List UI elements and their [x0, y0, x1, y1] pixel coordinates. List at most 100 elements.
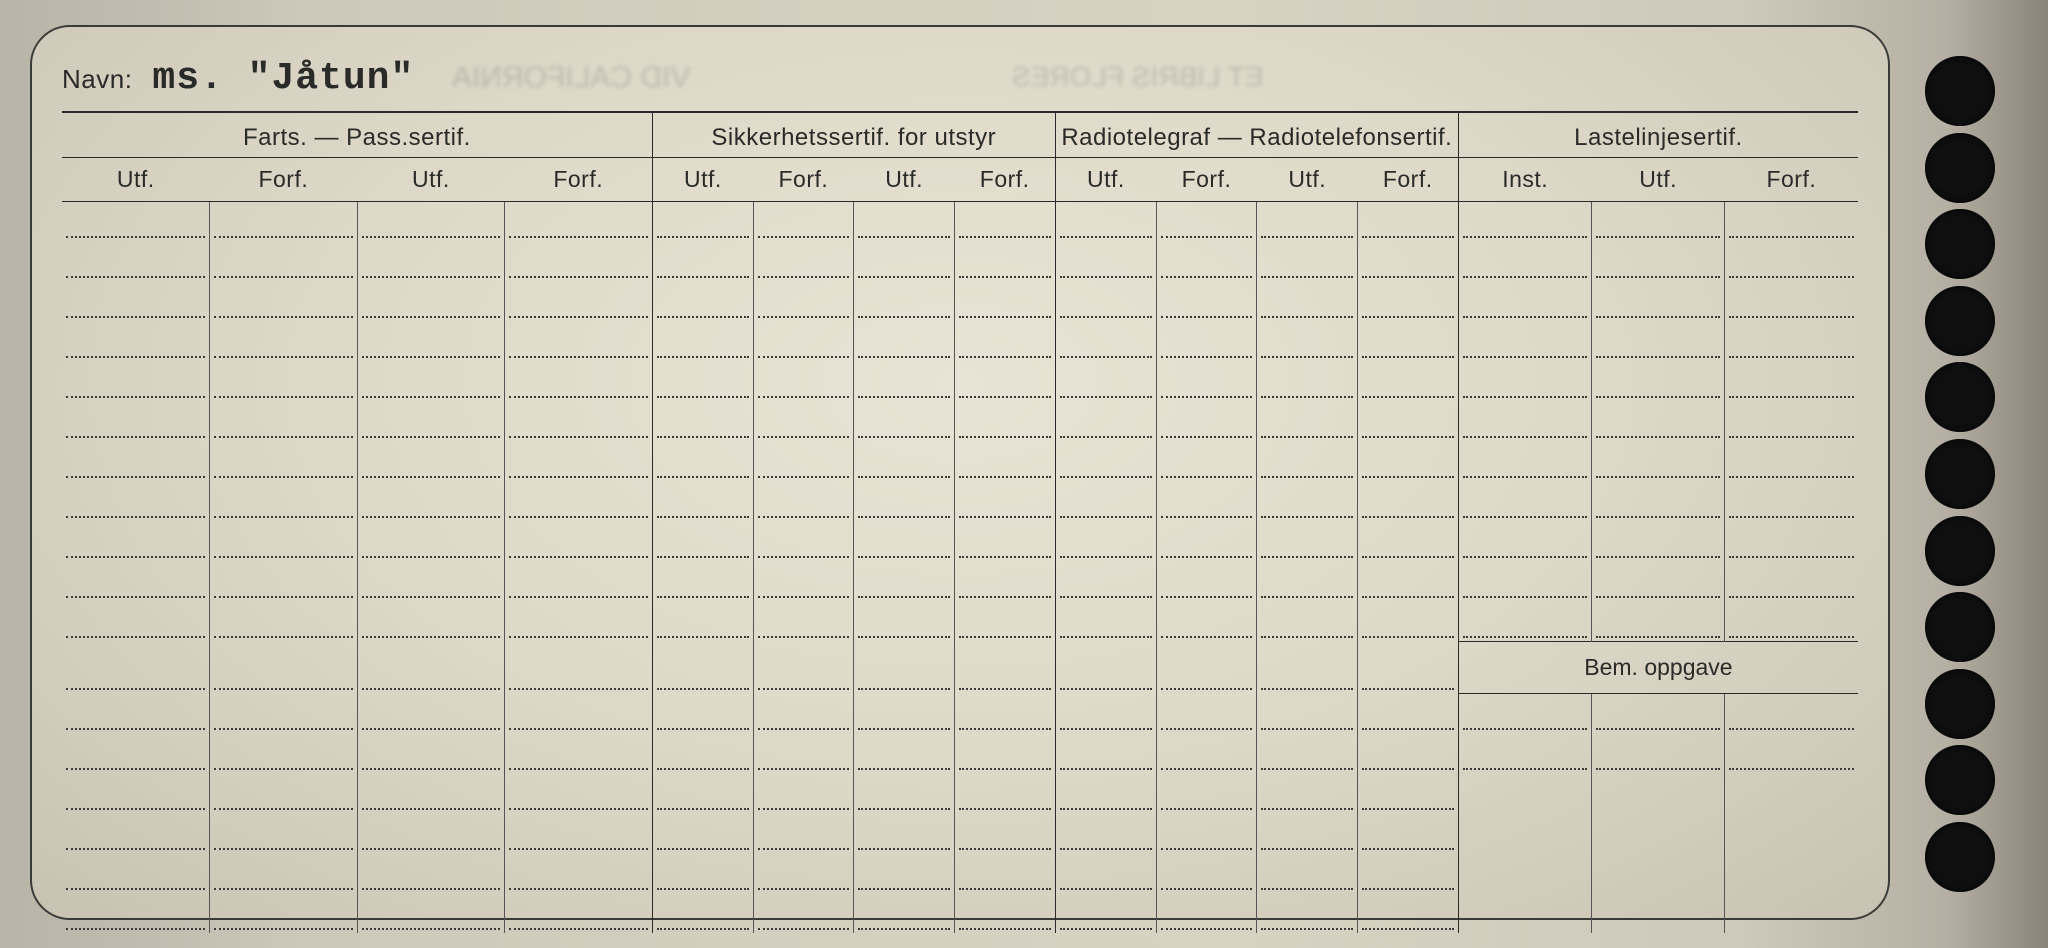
cell — [1358, 733, 1459, 773]
cell — [1592, 773, 1725, 813]
cell — [1358, 281, 1459, 321]
cell — [1055, 561, 1156, 601]
cell — [1725, 813, 1858, 853]
cell — [1592, 893, 1725, 933]
bem-oppgave-label: Bem. oppgave — [1458, 641, 1858, 693]
cell — [1358, 241, 1459, 281]
cell — [1257, 693, 1358, 733]
cell — [357, 521, 505, 561]
cell — [1257, 321, 1358, 361]
cell — [1156, 201, 1257, 241]
cell — [505, 813, 653, 853]
cell — [357, 813, 505, 853]
cell — [357, 281, 505, 321]
cell — [955, 521, 1056, 561]
group-sikker: Sikkerhetssertif. for utstyr — [652, 113, 1055, 157]
cell — [62, 641, 210, 693]
cell — [1055, 853, 1156, 893]
cell — [753, 813, 854, 853]
punch-hole — [1925, 669, 1995, 739]
cell — [1725, 521, 1858, 561]
cell — [1358, 601, 1459, 641]
cell — [1458, 601, 1591, 641]
cell — [753, 201, 854, 241]
cell — [1725, 321, 1858, 361]
cell — [1458, 693, 1591, 733]
cell — [1257, 601, 1358, 641]
cell — [210, 441, 358, 481]
cell — [1592, 201, 1725, 241]
table-row — [62, 733, 1858, 773]
cell — [1725, 893, 1858, 933]
cell — [1725, 601, 1858, 641]
cell — [1257, 481, 1358, 521]
cell — [1156, 241, 1257, 281]
cell — [1055, 601, 1156, 641]
group-farts: Farts. — Pass.sertif. — [62, 113, 652, 157]
cell — [1156, 281, 1257, 321]
cell — [652, 241, 753, 281]
cell — [652, 481, 753, 521]
group-radio: Radiotelegraf — Radiotelefonsertif. — [1055, 113, 1458, 157]
cell — [210, 893, 358, 933]
col: Forf. — [1156, 157, 1257, 201]
cell — [505, 241, 653, 281]
cell — [1358, 693, 1459, 733]
cell — [753, 733, 854, 773]
cell — [753, 561, 854, 601]
cell — [652, 521, 753, 561]
name-row: Navn: ms. "Jåtun" — [62, 57, 1858, 113]
cell — [1458, 561, 1591, 601]
cell — [955, 733, 1056, 773]
table-body: Bem. oppgave — [62, 201, 1858, 933]
cell — [1257, 561, 1358, 601]
cell — [210, 853, 358, 893]
cell — [505, 521, 653, 561]
cell — [753, 441, 854, 481]
col: Utf. — [1592, 157, 1725, 201]
cell — [955, 441, 1056, 481]
table-row — [62, 401, 1858, 441]
cell — [62, 853, 210, 893]
table-row — [62, 601, 1858, 641]
cell — [1592, 853, 1725, 893]
cell — [1156, 521, 1257, 561]
cell — [652, 401, 753, 441]
punch-hole — [1925, 516, 1995, 586]
cell — [62, 601, 210, 641]
bem-row: Bem. oppgave — [62, 641, 1858, 693]
sub-header-row: Utf. Forf. Utf. Forf. Utf. Forf. Utf. Fo… — [62, 157, 1858, 201]
table-row — [62, 241, 1858, 281]
cell — [753, 893, 854, 933]
cell — [1156, 601, 1257, 641]
cell — [652, 733, 753, 773]
cell — [1592, 321, 1725, 361]
cell — [1055, 441, 1156, 481]
cell — [1458, 321, 1591, 361]
cell — [1458, 773, 1591, 813]
cell — [753, 773, 854, 813]
cell — [1156, 733, 1257, 773]
cell — [1257, 201, 1358, 241]
cell — [62, 733, 210, 773]
cell — [1358, 441, 1459, 481]
cell — [505, 361, 653, 401]
cell — [1592, 361, 1725, 401]
cell — [1156, 773, 1257, 813]
cell — [357, 733, 505, 773]
cell — [505, 893, 653, 933]
cell — [1358, 561, 1459, 601]
cell — [652, 813, 753, 853]
cell — [210, 281, 358, 321]
cell — [854, 361, 955, 401]
cell — [1358, 641, 1459, 693]
cell — [62, 201, 210, 241]
name-value: ms. "Jåtun" — [152, 57, 414, 100]
cell — [62, 401, 210, 441]
cell — [1358, 813, 1459, 853]
cell — [1257, 361, 1358, 401]
table-row — [62, 361, 1858, 401]
cell — [1156, 693, 1257, 733]
cell — [753, 641, 854, 693]
cell — [357, 893, 505, 933]
